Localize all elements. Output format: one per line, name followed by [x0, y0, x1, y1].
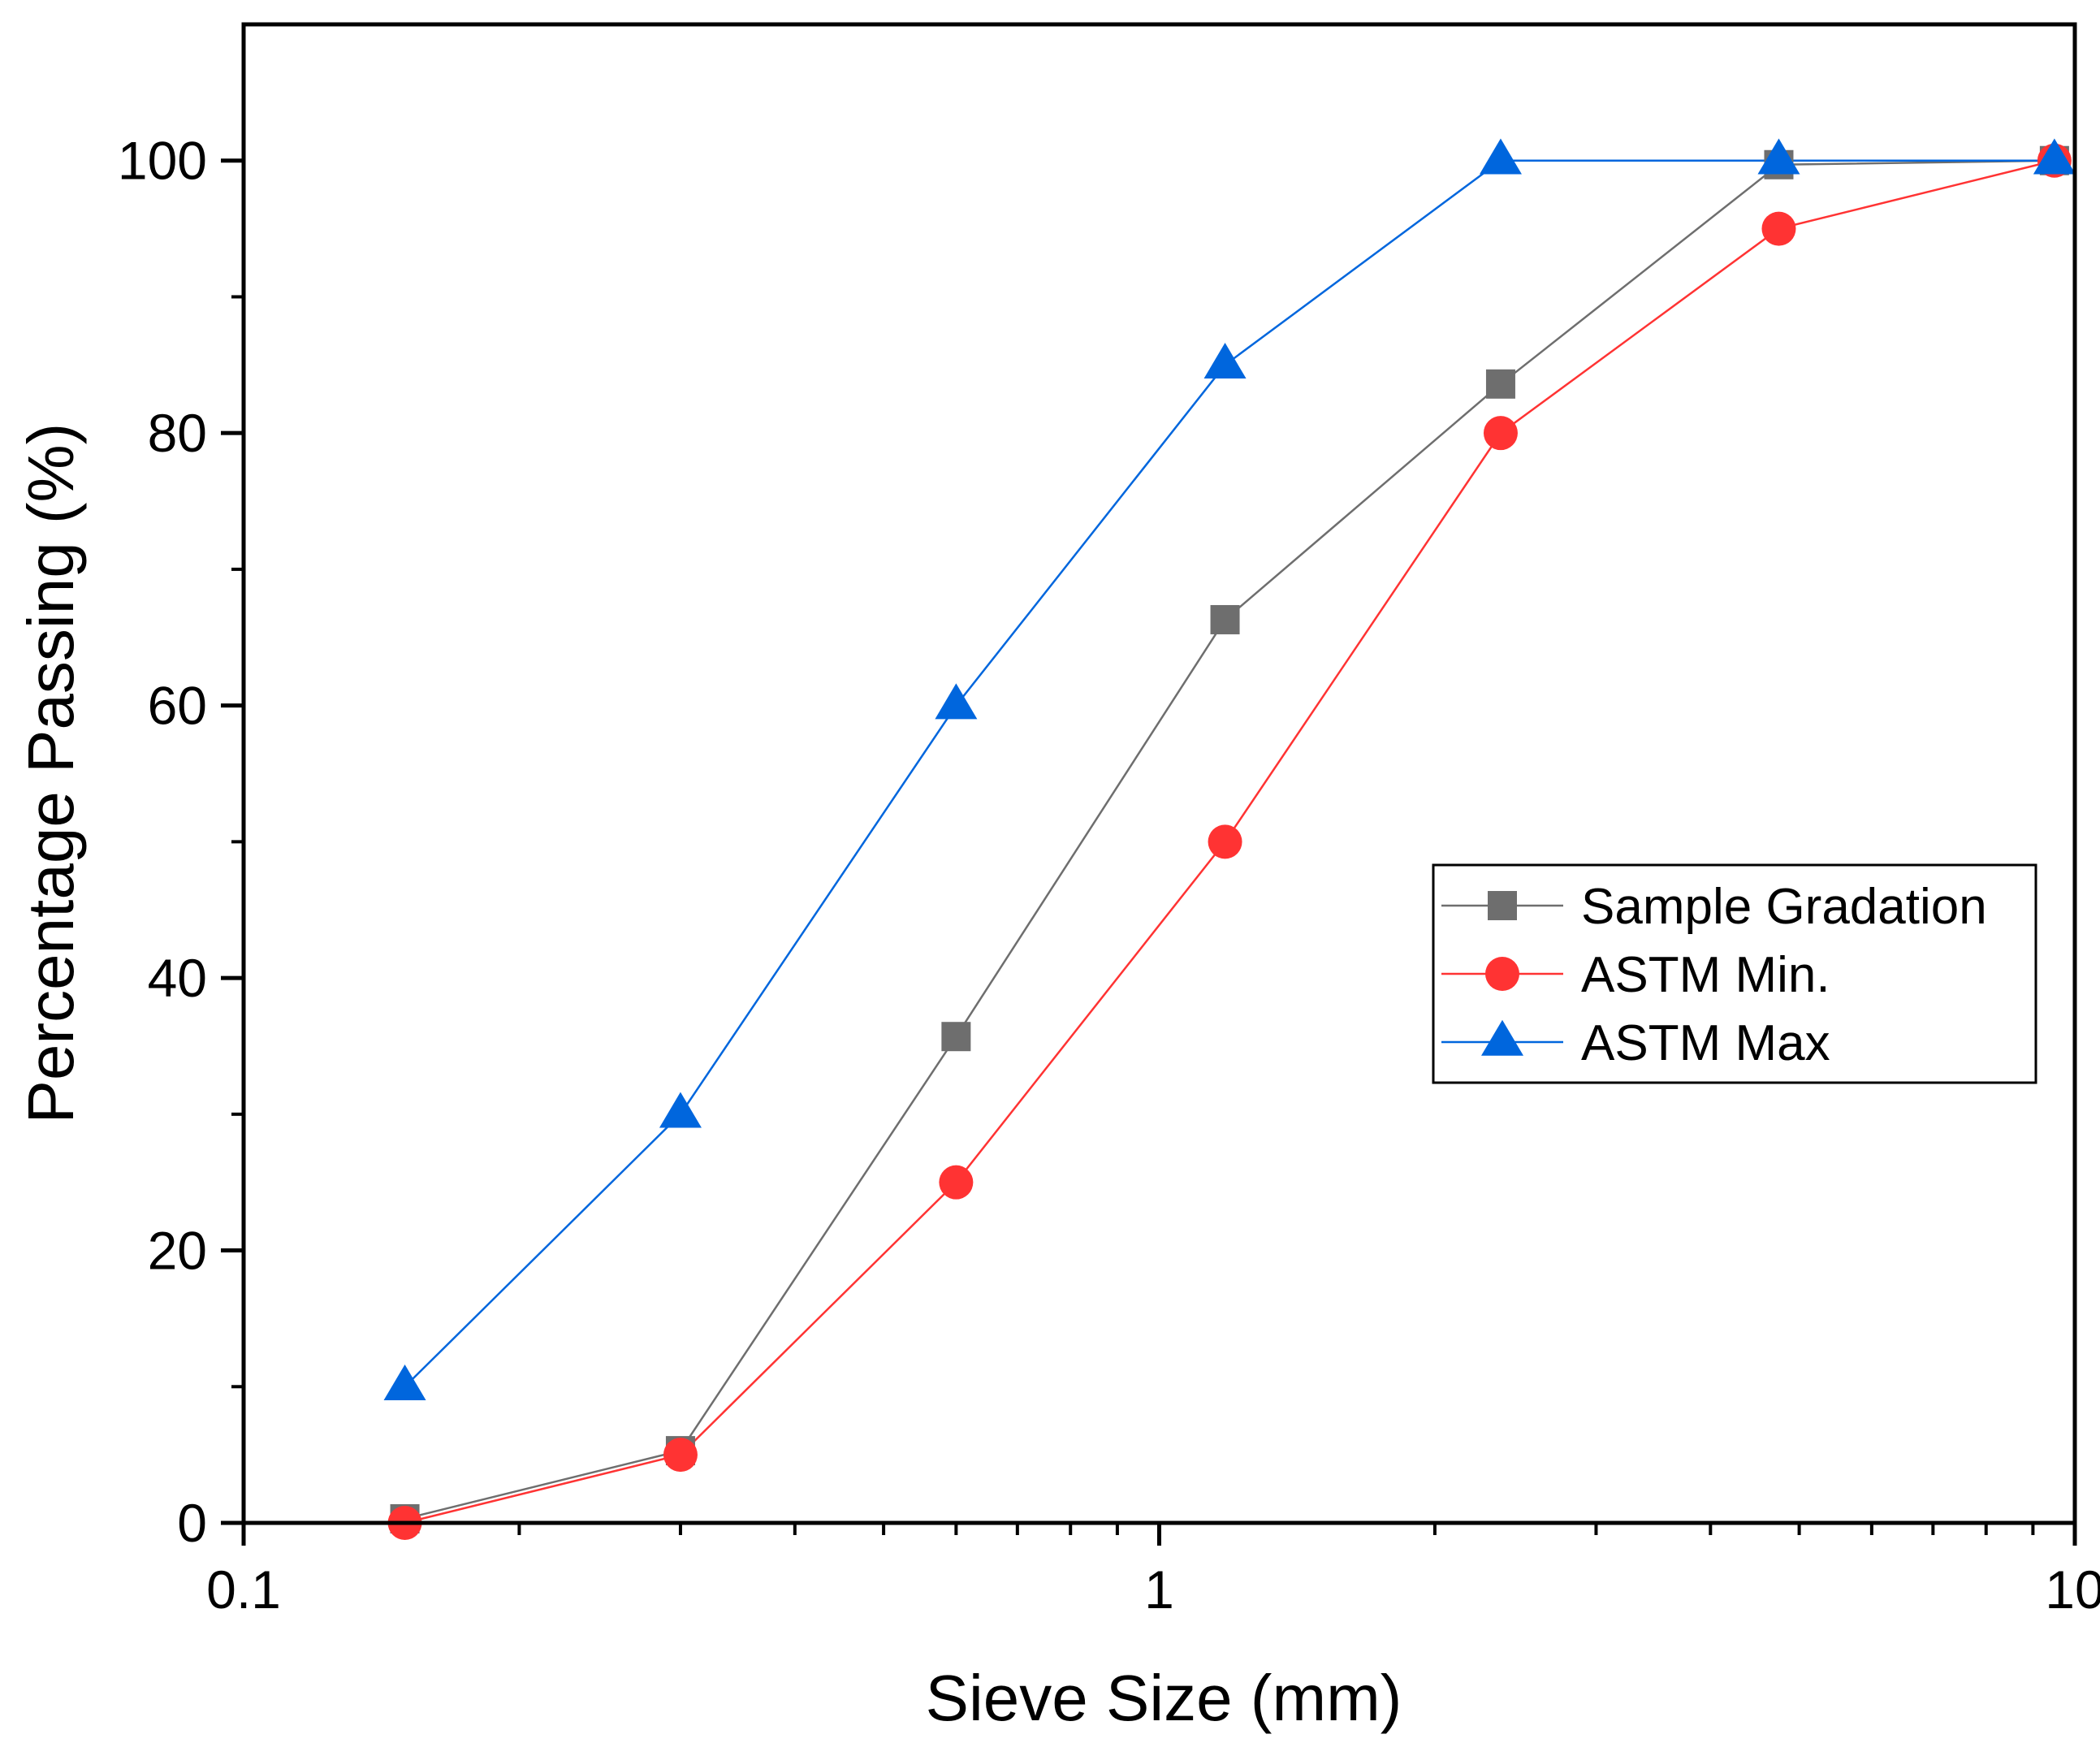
data-point-triangle — [1203, 343, 1247, 379]
legend-marker-square — [1488, 891, 1517, 920]
data-point-circle — [939, 1165, 974, 1200]
plot-area-frame — [241, 22, 2077, 1525]
x-axis-title: Sieve Size (mm) — [926, 1662, 1402, 1734]
series-line-triangle — [404, 159, 2055, 1388]
data-point-triangle — [935, 683, 978, 720]
legend-marker-triangle — [1481, 1019, 1523, 1056]
data-point-triangle — [1757, 138, 1800, 175]
legend-label: Sample Gradation — [1581, 879, 1987, 935]
data-point-triangle — [383, 1364, 426, 1400]
data-point-circle — [1761, 211, 1796, 246]
series-markers — [383, 138, 2076, 1540]
data-point-triangle — [659, 1092, 702, 1128]
x-tick-label: 10 — [2045, 1559, 2100, 1620]
data-point-circle — [663, 1438, 698, 1473]
data-point-square — [941, 1022, 971, 1052]
y-axis-title: Percentage Passing (%) — [15, 423, 87, 1124]
data-point-circle — [1208, 824, 1242, 859]
data-point-triangle — [2033, 138, 2076, 175]
y-tick-label: 0 — [177, 1493, 207, 1553]
y-tick-label: 60 — [148, 676, 207, 736]
legend: Sample Gradation ASTM Min. ASTM Max — [1432, 863, 2037, 1084]
data-point-circle — [1483, 416, 1518, 451]
data-point-square — [1210, 604, 1240, 634]
data-point-triangle — [1479, 138, 1522, 175]
legend-marker-circle — [1485, 957, 1519, 991]
x-tick-label: 1 — [1144, 1559, 1174, 1620]
y-tick-label: 80 — [148, 403, 207, 463]
data-point-square — [1485, 369, 1515, 399]
y-tick-label: 100 — [118, 131, 207, 191]
legend-label: ASTM Min. — [1581, 947, 1830, 1003]
y-tick-label: 40 — [148, 948, 207, 1008]
x-tick-label: 0.1 — [206, 1559, 281, 1620]
y-tick-label: 20 — [148, 1221, 207, 1281]
legend-label: ASTM Max — [1581, 1015, 1830, 1071]
